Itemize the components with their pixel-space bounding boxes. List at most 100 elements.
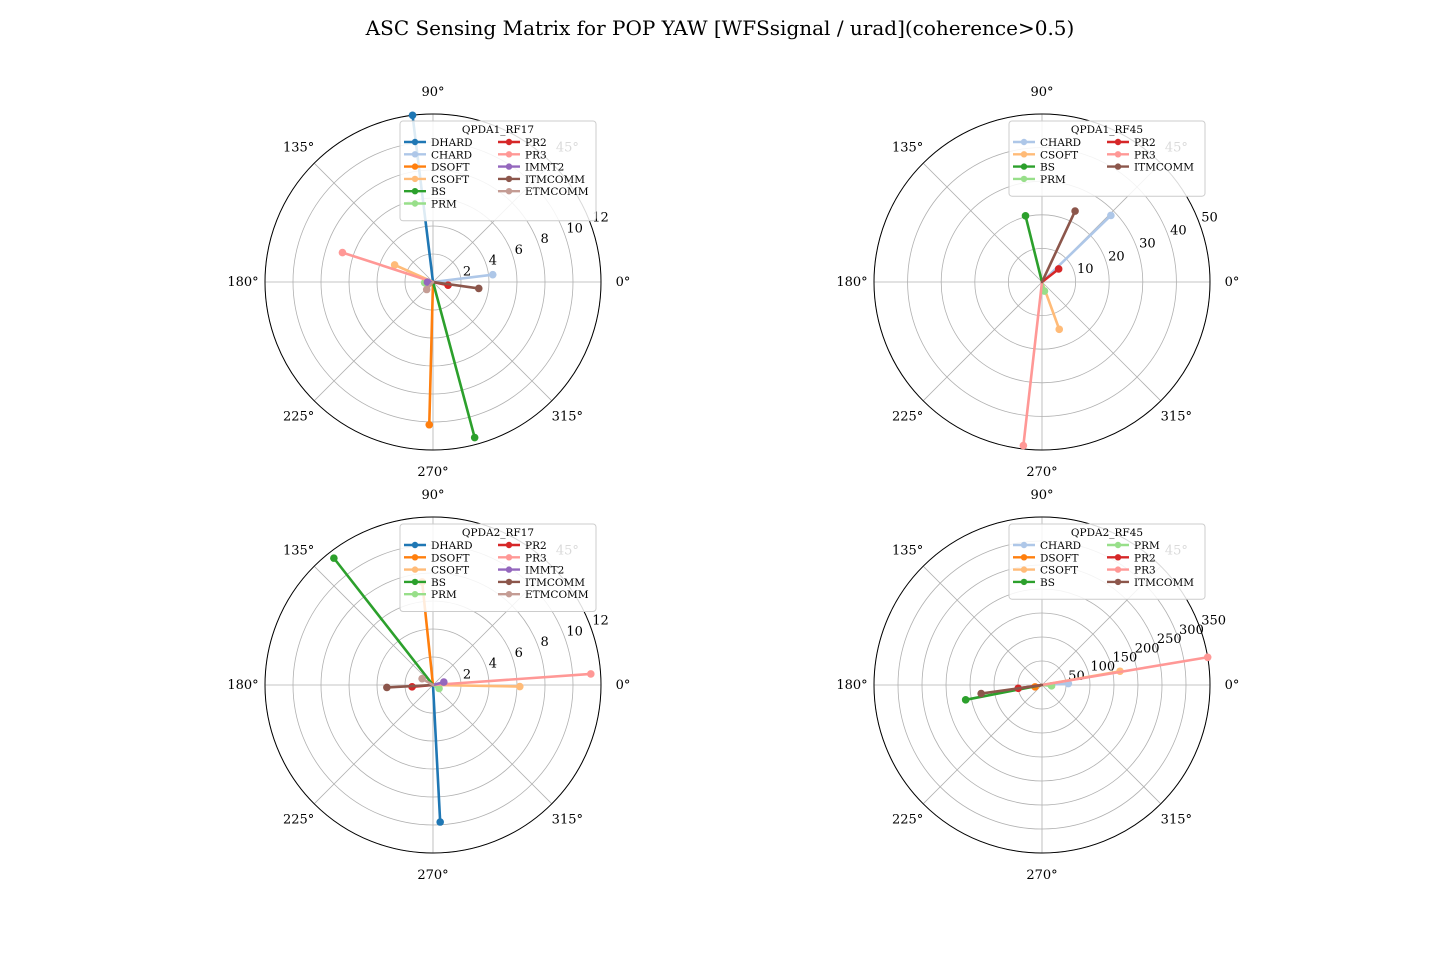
radial-tick-label: 10: [566, 624, 583, 639]
legend-swatch-marker: [1115, 542, 1121, 548]
series-marker: [1020, 442, 1028, 450]
angular-gridline: [1042, 282, 1161, 401]
series-marker: [1055, 326, 1063, 334]
angle-tick-label: 315°: [552, 409, 583, 424]
series-marker: [425, 421, 433, 429]
series-line: [433, 685, 440, 822]
radial-tick-label: 10: [566, 221, 583, 236]
radial-tick-label: 40: [1170, 224, 1187, 239]
legend-entry-label: DSOFT: [1040, 552, 1079, 564]
legend-swatch-marker: [1115, 139, 1121, 145]
series-marker: [587, 670, 595, 678]
legend-entry-label: ETMCOMM: [525, 589, 589, 601]
angle-tick-label: 315°: [1161, 409, 1192, 424]
series-marker: [418, 675, 426, 683]
series-marker: [471, 434, 479, 442]
radial-tick-label: 50: [1201, 211, 1218, 226]
series-pr3: [433, 670, 595, 685]
angle-tick-label: 90°: [421, 85, 444, 100]
legend-swatch-marker: [412, 176, 418, 182]
legend-swatch-marker: [506, 163, 512, 169]
legend-entry-label: PRM: [1040, 174, 1066, 186]
radial-tick-label: 300: [1179, 623, 1204, 638]
angle-tick-label: 270°: [417, 868, 448, 883]
legend-entry-label: BS: [1040, 577, 1055, 589]
series-marker: [516, 683, 524, 691]
angle-tick-label: 180°: [227, 275, 258, 290]
angle-tick-label: 225°: [892, 409, 923, 424]
radial-tick-label: 8: [540, 232, 548, 247]
angle-tick-label: 270°: [1026, 868, 1057, 883]
legend-swatch-marker: [1021, 542, 1027, 548]
angle-tick-label: 180°: [836, 678, 867, 693]
legend-entry-label: PR2: [1134, 552, 1156, 564]
legend-entry-label: CHARD: [1040, 137, 1081, 149]
legend-swatch-marker: [412, 542, 418, 548]
angle-tick-label: 270°: [1026, 465, 1057, 480]
legend-entry-label: CHARD: [431, 149, 472, 161]
angular-gridline: [923, 282, 1042, 401]
figure-title: ASC Sensing Matrix for POP YAW [WFSsigna…: [365, 16, 1075, 40]
legend-title: QPDA2_RF17: [462, 527, 534, 539]
polar-chart-3: 0°45°90°135°180°225°270°315°24681012QPDA…: [227, 488, 630, 883]
angular-gridline: [314, 685, 433, 804]
series-line: [1023, 282, 1042, 446]
legend-entry-label: DSOFT: [431, 162, 470, 174]
radial-tick-label: 8: [540, 635, 548, 650]
legend-swatch-marker: [412, 579, 418, 585]
radial-tick-label: 12: [592, 614, 609, 629]
angular-gridline: [433, 282, 552, 401]
legend-entry-label: IMMT2: [525, 565, 564, 577]
legend-swatch-marker: [506, 542, 512, 548]
legend-title: QPDA1_RF17: [462, 124, 534, 136]
legend-entry-label: DHARD: [431, 137, 472, 149]
legend-swatch-marker: [1021, 139, 1027, 145]
legend: QPDA2_RF17DHARDDSOFTCSOFTBSPRMPR2PR3IMMT…: [400, 524, 596, 612]
legend-title: QPDA1_RF45: [1071, 124, 1143, 136]
angular-gridline: [314, 282, 433, 401]
legend-swatch-marker: [1115, 554, 1121, 560]
legend-swatch-marker: [1115, 579, 1121, 585]
angle-tick-label: 0°: [616, 678, 631, 693]
legend-swatch-marker: [412, 591, 418, 597]
angle-tick-label: 90°: [1030, 85, 1053, 100]
legend-swatch-marker: [506, 188, 512, 194]
radial-tick-label: 350: [1201, 614, 1226, 629]
legend-swatch-marker: [506, 139, 512, 145]
polar-chart-4: 0°45°90°135°180°225°270°315°501001502002…: [836, 488, 1239, 883]
legend-entry-label: DHARD: [431, 540, 472, 552]
angle-tick-label: 90°: [1030, 488, 1053, 503]
series-pr3: [339, 249, 433, 282]
angle-tick-label: 315°: [1161, 812, 1192, 827]
legend-entry-label: PRM: [1134, 540, 1160, 552]
legend-swatch-marker: [506, 566, 512, 572]
legend: QPDA2_RF45CHARDDSOFTCSOFTBSPRMPR2PR3ITMC…: [1009, 524, 1205, 599]
radial-tick-label: 2: [463, 667, 471, 682]
legend-title: QPDA2_RF45: [1071, 527, 1143, 539]
angle-tick-label: 315°: [552, 812, 583, 827]
radial-tick-label: 10: [1077, 262, 1094, 277]
legend-entry-label: BS: [431, 577, 446, 589]
series-marker: [489, 271, 497, 279]
legend-entry-label: ITMCOMM: [525, 577, 585, 589]
legend-swatch-marker: [506, 554, 512, 560]
radial-tick-label: 4: [489, 254, 497, 269]
legend-swatch-marker: [412, 188, 418, 194]
legend-entry-label: CSOFT: [1040, 565, 1078, 577]
series-line: [342, 253, 433, 282]
angle-tick-label: 225°: [892, 812, 923, 827]
legend-entry-label: PR2: [525, 540, 547, 552]
legend-entry-label: PR3: [1134, 565, 1156, 577]
legend: QPDA1_RF17DHARDCHARDDSOFTCSOFTBSPRMPR2PR…: [400, 121, 596, 221]
radial-tick-label: 250: [1157, 632, 1182, 647]
polar-chart-2: 0°45°90°135°180°225°270°315°1020304050QP…: [836, 85, 1239, 480]
legend-entry-label: PRM: [431, 199, 457, 211]
series-line: [433, 282, 479, 288]
legend-swatch-marker: [506, 151, 512, 157]
legend-entry-label: IMMT2: [525, 162, 564, 174]
legend-swatch-marker: [1021, 579, 1027, 585]
angle-tick-label: 225°: [283, 409, 314, 424]
legend-entry-label: ITMCOMM: [1134, 162, 1194, 174]
angular-gridline: [923, 685, 1042, 804]
